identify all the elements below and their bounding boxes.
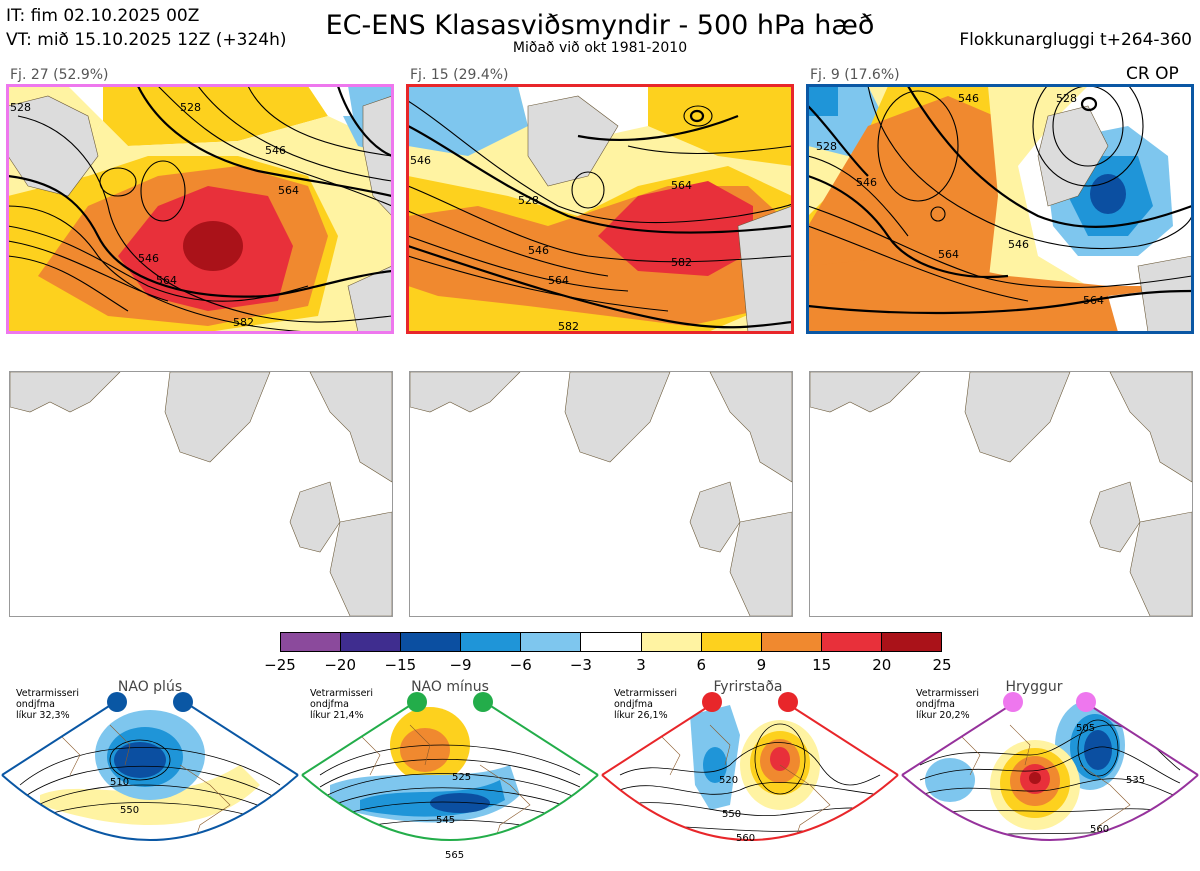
contour-label: 564 (938, 248, 959, 261)
contour-label: 528 (1056, 92, 1077, 105)
contour-label: 582 (233, 316, 254, 329)
colorbar-swatch (881, 633, 942, 651)
classification-window: Flokkunargluggi t+264-360 (959, 30, 1192, 50)
page-title: EC-ENS Klasasviðsmyndir - 500 hPa hæð (325, 10, 875, 41)
colorbar-tick: 3 (636, 656, 646, 674)
regime-contour-label: 560 (736, 833, 755, 844)
regime-title: NAO plús (117, 679, 183, 695)
contour-label: 546 (958, 92, 979, 105)
regime-contour-label: 520 (719, 775, 738, 786)
colorbar-ticks: −25 −20 −15 −9 −6 −3 3 6 9 15 20 25 (264, 656, 951, 674)
colorbar-swatch (401, 633, 462, 651)
panel-2-border (406, 84, 794, 334)
panel-1-label: Fj. 27 (52.9%) (10, 67, 109, 83)
contour-label: 564 (1083, 294, 1104, 307)
regime-contour-label: 525 (452, 772, 471, 783)
colorbar-swatch (641, 633, 702, 651)
page-subtitle: Miðað við okt 1981-2010 (512, 40, 688, 56)
contour-label: 564 (156, 274, 177, 287)
empty-map-3 (809, 371, 1193, 617)
contour-label: 546 (1008, 238, 1029, 251)
cluster-map-1: 528 528 546 546 564 564 582 (8, 86, 392, 332)
cluster-map-3: 528 528 546 546 546 564 564 (808, 86, 1192, 332)
anomaly-colorbar (280, 632, 942, 652)
colorbar-tick: 15 (812, 656, 832, 674)
regime-contour-label: 510 (110, 777, 129, 788)
regime-contour-label: 505 (1076, 723, 1095, 734)
colorbar-swatch (281, 633, 342, 651)
regime-blocking: 520 550 560 Fyrirstaða Vetrarmisseri ond… (600, 675, 900, 871)
regime-contour-label: 535 (1126, 775, 1145, 786)
contour-label: 546 (856, 176, 877, 189)
initial-time: IT: fim 02.10.2025 00Z (6, 6, 200, 26)
regime-contour-label: 550 (722, 809, 741, 820)
colorbar-tick: −3 (569, 656, 592, 674)
colorbar-swatch (461, 633, 522, 651)
regime-contour-label: 560 (1090, 824, 1109, 835)
colorbar-tick: −6 (509, 656, 532, 674)
regime-note: Vetrarmisseri ondjfma líkur 32,3% (16, 688, 79, 721)
empty-map-1 (9, 371, 393, 617)
colorbar-tick: 20 (872, 656, 892, 674)
contour-label: 564 (278, 184, 299, 197)
contour-label: 564 (671, 179, 692, 192)
regime-note: Vetrarmisseri ondjfma líkur 21,4% (310, 688, 373, 721)
colorbar-tick: 25 (932, 656, 952, 674)
colorbar-tick: 9 (756, 656, 767, 674)
contour-label: 564 (548, 274, 569, 287)
contour-label: 528 (518, 194, 539, 207)
regime-contour-label: 565 (445, 850, 464, 861)
contour-label: 528 (816, 140, 837, 153)
colorbar-tick: −9 (449, 656, 472, 674)
panel-3-label: Fj. 9 (17.6%) (810, 67, 900, 83)
contour-label: 528 (10, 101, 31, 114)
contour-label: 546 (265, 144, 286, 157)
contour-label: 546 (138, 252, 159, 265)
contour-label: 582 (671, 256, 692, 269)
colorbar-swatch (521, 633, 582, 651)
colorbar-tick: −15 (384, 656, 417, 674)
panel-1-border (6, 84, 394, 334)
regime-ridge: 505 535 560 Hryggur Vetrarmisseri ondjfm… (900, 675, 1200, 871)
regime-nao-plus: 510 550 NAO plús Vetrarmisseri ondjfma l… (0, 675, 300, 871)
regime-note: Vetrarmisseri ondjfma líkur 26,1% (614, 688, 677, 721)
regime-nao-minus: 525 545 565 NAO mínus Vetrarmisseri ondj… (300, 675, 600, 871)
panel-3-border (806, 84, 1194, 334)
colorbar-swatch (341, 633, 402, 651)
cr-op-tag: CR OP (1126, 64, 1179, 84)
contour-label: 528 (180, 101, 201, 114)
contour-label: 582 (558, 320, 579, 332)
cluster-map-2: 528 546 546 564 564 582 582 (408, 86, 792, 332)
colorbar-swatch (821, 633, 882, 651)
empty-map-2 (409, 371, 793, 617)
colorbar-swatch (581, 633, 642, 651)
colorbar-swatch (701, 633, 762, 651)
contour-label: 546 (410, 154, 431, 167)
colorbar-tick: −20 (324, 656, 356, 674)
regime-title: Fyrirstaða (713, 679, 783, 695)
contour-label: 546 (528, 244, 549, 257)
valid-time: VT: mið 15.10.2025 12Z (+324h) (6, 30, 287, 50)
regime-contour-label: 550 (120, 805, 139, 816)
regime-title: NAO mínus (411, 679, 489, 695)
colorbar-tick: 6 (696, 656, 707, 674)
panel-2-label: Fj. 15 (29.4%) (410, 67, 509, 83)
regime-contour-label: 545 (436, 815, 455, 826)
colorbar-tick: −25 (264, 656, 296, 674)
colorbar-swatch (761, 633, 822, 651)
regime-title: Hryggur (1005, 679, 1063, 695)
regime-note: Vetrarmisseri ondjfma líkur 20,2% (916, 688, 979, 721)
